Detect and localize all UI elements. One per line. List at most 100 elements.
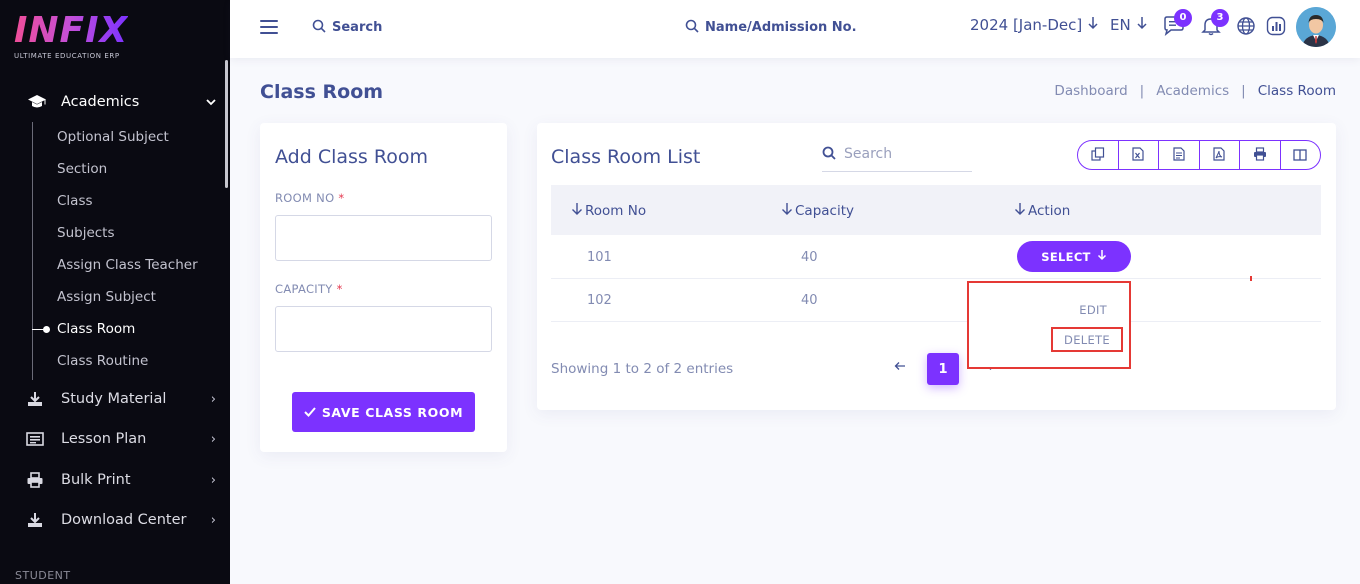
list-search-placeholder: Search xyxy=(844,146,893,162)
global-search-label: Search xyxy=(332,20,383,35)
pagination-page-button[interactable]: 1 xyxy=(927,353,959,385)
menu-toggle-icon[interactable] xyxy=(260,20,278,34)
chevron-down-icon xyxy=(206,95,216,109)
add-class-room-panel: Add Class Room ROOM NO * CAPACITY * SAVE… xyxy=(260,123,507,452)
select-button-label: SELECT xyxy=(1041,249,1091,264)
logo-text: INFIX xyxy=(14,10,129,51)
language-select[interactable]: EN xyxy=(1110,16,1147,34)
add-form-title: Add Class Room xyxy=(275,146,428,168)
sidebar-item-bulk-print[interactable]: Bulk Print › xyxy=(26,469,216,491)
sidebar-subitem-class[interactable]: Class xyxy=(57,193,93,209)
save-button-label: SAVE CLASS ROOM xyxy=(321,404,464,420)
print-button[interactable] xyxy=(1240,141,1281,169)
column-header-capacity[interactable]: Capacity xyxy=(781,202,854,220)
avatar[interactable] xyxy=(1296,7,1336,47)
row-divider xyxy=(551,321,1321,322)
columns-icon xyxy=(1293,146,1307,165)
column-header-action[interactable]: Action xyxy=(1014,202,1070,220)
academic-year-select[interactable]: 2024 [Jan-Dec] xyxy=(970,16,1098,34)
sidebar-subitem-subjects[interactable]: Subjects xyxy=(57,225,115,241)
room-no-field[interactable] xyxy=(275,215,492,261)
download-icon xyxy=(26,511,44,529)
chevron-right-icon: › xyxy=(210,512,216,528)
pdf-button[interactable] xyxy=(1200,141,1240,169)
academic-year-value: 2024 [Jan-Dec] xyxy=(970,16,1083,34)
messages-badge: 0 xyxy=(1174,9,1192,27)
column-header-room-no[interactable]: Room No xyxy=(571,202,646,220)
breadcrumb-academics[interactable]: Academics xyxy=(1156,83,1230,99)
column-visibility-button[interactable] xyxy=(1281,141,1321,169)
search-icon xyxy=(685,18,699,37)
search-icon xyxy=(312,18,326,37)
breadcrumb: Dashboard | Academics | Class Room xyxy=(1054,83,1336,99)
active-connector xyxy=(32,329,46,330)
page-title: Class Room xyxy=(260,81,384,103)
file-text-icon xyxy=(1173,146,1185,165)
select-action-button[interactable]: SELECT xyxy=(1017,241,1131,272)
sidebar-item-academics[interactable]: Academics xyxy=(26,91,216,113)
sidebar-scrollbar[interactable] xyxy=(225,60,228,188)
notifications-button[interactable]: 3 xyxy=(1199,9,1229,40)
sidebar-item-lesson-plan[interactable]: Lesson Plan › xyxy=(26,428,216,450)
sidebar-subitem-section[interactable]: Section xyxy=(57,161,108,177)
chart-icon xyxy=(1266,16,1286,40)
messages-button[interactable]: 0 xyxy=(1162,9,1192,40)
graduation-cap-icon xyxy=(26,94,48,110)
sidebar-subitem-class-routine[interactable]: Class Routine xyxy=(57,353,149,369)
global-search[interactable]: Search xyxy=(312,18,382,37)
sidebar-item-label: Study Material xyxy=(61,391,167,407)
globe-icon xyxy=(1236,16,1256,40)
student-search[interactable]: Name/Admission No. xyxy=(685,18,857,37)
list-title: Class Room List xyxy=(551,146,701,168)
row-divider xyxy=(551,278,1321,279)
room-no-label-text: ROOM NO xyxy=(275,191,335,205)
chevron-right-icon: › xyxy=(210,431,216,447)
cell-capacity: 40 xyxy=(801,293,818,308)
list-search-input[interactable]: Search xyxy=(822,137,972,172)
logo[interactable]: INFIX ULTIMATE EDUCATION ERP xyxy=(14,10,129,61)
excel-button[interactable] xyxy=(1119,141,1159,169)
copy-button[interactable] xyxy=(1078,141,1119,169)
breadcrumb-current: Class Room xyxy=(1257,83,1336,99)
sidebar-subitem-assign-class-teacher[interactable]: Assign Class Teacher xyxy=(57,257,198,273)
highlight-marker xyxy=(1250,276,1252,281)
printer-icon xyxy=(26,471,44,489)
capacity-label-text: CAPACITY xyxy=(275,282,333,296)
website-button[interactable] xyxy=(1234,16,1258,40)
arrow-down-icon xyxy=(1137,16,1147,34)
capacity-field[interactable] xyxy=(275,306,492,352)
submenu-tree-line xyxy=(32,122,33,380)
dashboard-stats-button[interactable] xyxy=(1264,16,1288,40)
sidebar-subitem-class-room[interactable]: Class Room xyxy=(57,321,136,337)
arrow-left-icon xyxy=(894,359,906,375)
breadcrumb-dashboard[interactable]: Dashboard xyxy=(1054,83,1128,99)
required-mark: * xyxy=(338,191,345,205)
entries-info: Showing 1 to 2 of 2 entries xyxy=(551,361,734,377)
sidebar-subitem-optional-subject[interactable]: Optional Subject xyxy=(57,129,169,145)
delete-menu-item[interactable]: DELETE xyxy=(1051,327,1123,352)
arrow-down-icon xyxy=(1088,16,1098,34)
save-class-room-button[interactable]: SAVE CLASS ROOM xyxy=(292,392,475,432)
printer-icon xyxy=(1253,146,1267,165)
csv-button[interactable] xyxy=(1159,141,1200,169)
top-header: Search Name/Admission No. 2024 [Jan-Dec]… xyxy=(230,0,1360,58)
cell-room-no: 101 xyxy=(587,250,612,265)
copy-icon xyxy=(1091,146,1105,165)
sort-arrow-icon xyxy=(1014,202,1026,220)
table-header xyxy=(551,185,1321,235)
list-icon xyxy=(26,430,44,448)
language-value: EN xyxy=(1110,16,1131,34)
sidebar-item-label: Bulk Print xyxy=(61,472,131,488)
class-room-list-panel: Class Room List Search xyxy=(537,123,1336,410)
sidebar-item-download-center[interactable]: Download Center › xyxy=(26,509,216,531)
column-header-label: Action xyxy=(1028,203,1071,219)
pagination-prev-button[interactable] xyxy=(894,359,906,375)
column-header-label: Room No xyxy=(585,203,647,219)
edit-menu-item[interactable]: EDIT xyxy=(1079,303,1107,317)
sidebar-subitem-assign-subject[interactable]: Assign Subject xyxy=(57,289,156,305)
sidebar-item-label: Download Center xyxy=(61,512,187,528)
active-indicator-dot xyxy=(43,326,50,333)
sidebar-item-study-material[interactable]: Study Material › xyxy=(26,388,216,410)
column-header-label: Capacity xyxy=(795,203,854,219)
room-no-label: ROOM NO * xyxy=(275,191,344,205)
